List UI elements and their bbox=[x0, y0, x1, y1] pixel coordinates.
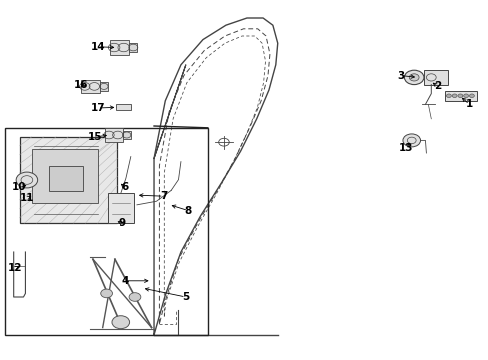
Text: 14: 14 bbox=[90, 42, 105, 52]
Text: 1: 1 bbox=[465, 99, 472, 109]
Bar bbox=[122, 131, 130, 139]
Bar bbox=[49, 166, 83, 191]
Text: 13: 13 bbox=[398, 143, 412, 153]
Text: 4: 4 bbox=[121, 276, 128, 286]
Bar bbox=[129, 43, 137, 52]
Text: 8: 8 bbox=[184, 206, 191, 216]
Text: 5: 5 bbox=[182, 292, 189, 302]
Circle shape bbox=[457, 94, 462, 98]
Bar bbox=[107, 193, 134, 223]
Bar bbox=[116, 104, 131, 110]
Circle shape bbox=[402, 134, 420, 147]
Bar bbox=[424, 70, 447, 85]
Bar bbox=[81, 80, 100, 93]
Bar bbox=[444, 91, 476, 101]
Text: 16: 16 bbox=[73, 80, 88, 90]
Bar bbox=[5, 128, 207, 335]
Text: 9: 9 bbox=[119, 218, 125, 228]
Circle shape bbox=[451, 94, 456, 98]
Text: 11: 11 bbox=[20, 193, 34, 203]
Bar bbox=[105, 128, 122, 142]
Circle shape bbox=[404, 70, 423, 85]
Text: 12: 12 bbox=[7, 263, 22, 273]
Circle shape bbox=[468, 94, 473, 98]
Text: 15: 15 bbox=[88, 132, 102, 142]
Circle shape bbox=[112, 316, 129, 329]
Circle shape bbox=[463, 94, 468, 98]
Circle shape bbox=[16, 172, 38, 188]
Text: 3: 3 bbox=[397, 71, 404, 81]
Text: 6: 6 bbox=[121, 182, 128, 192]
Text: 2: 2 bbox=[433, 81, 440, 91]
Text: 7: 7 bbox=[160, 191, 167, 201]
Bar bbox=[100, 82, 108, 90]
Circle shape bbox=[129, 293, 141, 301]
Bar bbox=[32, 149, 98, 203]
Circle shape bbox=[101, 289, 112, 298]
Text: 10: 10 bbox=[12, 182, 27, 192]
Circle shape bbox=[446, 94, 450, 98]
Circle shape bbox=[408, 74, 418, 81]
Text: 17: 17 bbox=[90, 103, 105, 113]
Bar bbox=[110, 40, 129, 55]
Bar bbox=[20, 137, 117, 223]
